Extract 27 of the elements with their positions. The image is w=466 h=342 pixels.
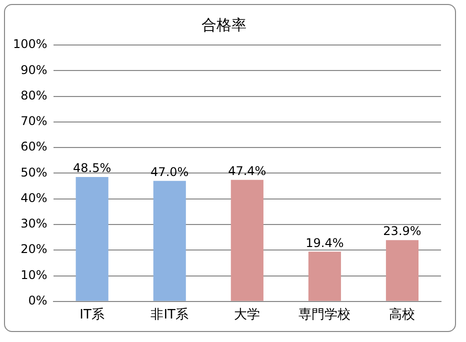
x-tick-label: 非IT系 <box>150 308 189 323</box>
bar <box>76 177 108 301</box>
x-tick-label: 大学 <box>234 308 260 323</box>
data-label: 23.9% <box>383 224 422 238</box>
data-label: 48.5% <box>73 161 112 176</box>
bar <box>386 240 419 301</box>
y-tick-label: 100% <box>12 37 48 52</box>
data-label: 47.0% <box>150 165 189 180</box>
chart-title: 合格率 <box>202 16 246 34</box>
bar <box>153 180 186 301</box>
bar <box>308 252 341 301</box>
y-tick-label: 90% <box>20 62 48 77</box>
y-tick-label: 10% <box>20 268 48 282</box>
y-tick-label: 20% <box>20 242 48 256</box>
y-tick-label: 80% <box>20 88 48 102</box>
data-label: 47.4% <box>228 164 266 178</box>
y-tick-label: 30% <box>20 216 48 231</box>
bar <box>230 180 264 301</box>
x-tick-label: 専門学校 <box>298 308 351 323</box>
y-tick-label: 70% <box>20 114 48 128</box>
y-tick-label: 40% <box>20 190 48 205</box>
x-tick-label: 高校 <box>389 306 416 323</box>
data-label: 19.4% <box>306 236 344 250</box>
y-tick-label: 0% <box>28 294 48 308</box>
y-tick-label: 60% <box>20 140 48 154</box>
x-tick-label: IT系 <box>80 308 104 323</box>
y-tick-label: 50% <box>20 165 48 180</box>
